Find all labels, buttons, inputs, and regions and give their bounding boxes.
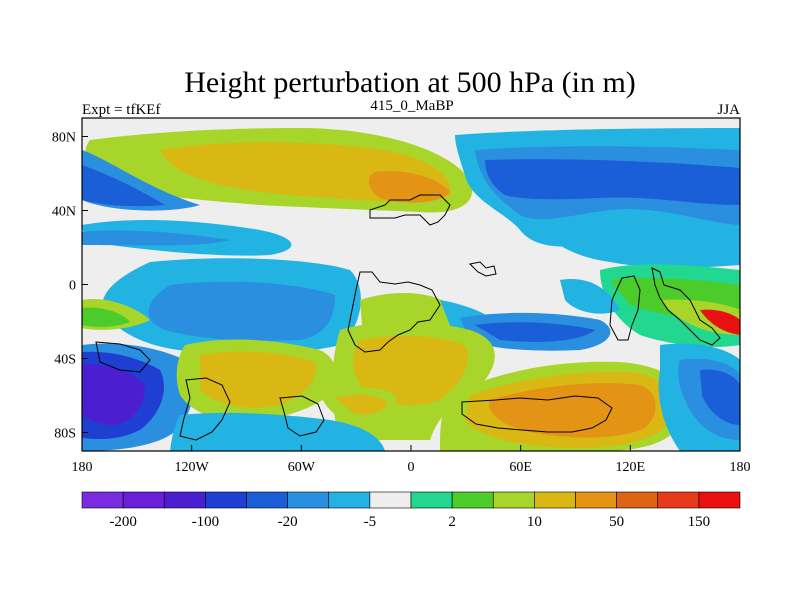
x-tick-label: 180 bbox=[72, 460, 93, 475]
x-tick-label: 60W bbox=[288, 460, 316, 475]
colorbar-label: -5 bbox=[364, 514, 377, 530]
y-tick-label: 80N bbox=[52, 131, 76, 146]
x-tick-label: 60E bbox=[509, 460, 532, 475]
colorbar-swatch bbox=[698, 491, 741, 509]
case-label: 415_0_MaBP bbox=[370, 98, 453, 114]
colorbar-swatch bbox=[81, 491, 124, 509]
colorbar-label: -200 bbox=[109, 514, 137, 530]
colorbar-swatch bbox=[410, 491, 453, 509]
colorbar-swatch bbox=[616, 491, 659, 509]
colorbar-label: -20 bbox=[278, 514, 298, 530]
colorbar-swatch bbox=[575, 491, 617, 509]
y-tick-label: 80S bbox=[54, 427, 76, 442]
colorbar-swatch bbox=[492, 491, 535, 509]
colorbar: -200 -100 -20 -5 2 10 50 150 bbox=[81, 491, 741, 530]
colorbar-label: 10 bbox=[527, 514, 542, 530]
x-tick-label: 120W bbox=[175, 460, 210, 475]
colorbar-swatch bbox=[287, 491, 330, 509]
colorbar-swatch bbox=[657, 491, 700, 509]
y-tick-label: 40S bbox=[54, 353, 76, 368]
y-tick-label: 0 bbox=[69, 279, 76, 294]
x-tick-label: 0 bbox=[408, 460, 415, 475]
y-axis: 80N 40N 0 40S 80S bbox=[52, 131, 88, 442]
season-label: JJA bbox=[717, 102, 740, 118]
colorbar-label: 2 bbox=[448, 514, 456, 530]
map-field bbox=[82, 118, 740, 451]
experiment-label: Expt = tfKEf bbox=[82, 102, 160, 118]
x-axis: 180 120W 60W 0 60E 120E 180 bbox=[72, 445, 751, 475]
x-tick-label: 120E bbox=[616, 460, 646, 475]
colorbar-swatch bbox=[369, 491, 412, 509]
y-tick-label: 40N bbox=[52, 205, 76, 220]
x-tick-label: 180 bbox=[730, 460, 751, 475]
colorbar-swatch bbox=[122, 491, 165, 509]
colorbar-label: 150 bbox=[688, 514, 711, 530]
colorbar-swatch bbox=[246, 491, 288, 509]
colorbar-swatch bbox=[163, 491, 206, 509]
colorbar-swatch bbox=[205, 491, 247, 509]
colorbar-label: -100 bbox=[192, 514, 220, 530]
colorbar-swatch bbox=[451, 491, 494, 509]
colorbar-swatch bbox=[328, 491, 371, 509]
colorbar-label: 50 bbox=[609, 514, 624, 530]
chart-title: Height perturbation at 500 hPa (in m) bbox=[184, 66, 636, 99]
colorbar-swatch bbox=[534, 491, 576, 509]
